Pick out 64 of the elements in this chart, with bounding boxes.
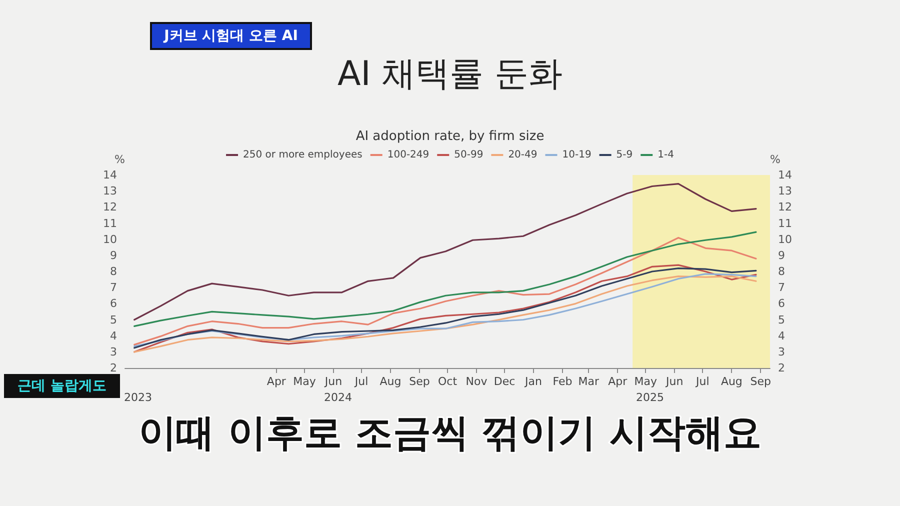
x-tick-label: Aug [720, 375, 742, 388]
x-tick-label: Jul [354, 375, 368, 388]
legend-label: 50-99 [454, 150, 484, 160]
y-tick-label: 13 [103, 184, 117, 198]
x-tick-label: Apr [266, 375, 286, 388]
line-series [134, 183, 757, 321]
legend-label: 20-49 [508, 150, 538, 160]
y2-tick-label: 11 [778, 216, 792, 230]
x-tick-label: Jun [324, 375, 342, 388]
x-tick-label: Mar [578, 375, 600, 388]
y2-tick-label: 6 [778, 297, 785, 310]
legend-label: 100-249 [387, 150, 430, 160]
y2-tick-label: 14 [778, 168, 792, 182]
y-tick-label: 11 [103, 216, 117, 230]
x-tick-label: Jun [665, 375, 684, 388]
x-tick-label: May [293, 375, 316, 388]
x-tick-label: Sep [750, 375, 772, 388]
text: 이때 이후로 조금씩 꺾이기 시작해요 [138, 410, 762, 454]
y-tick-label: 7 [110, 281, 117, 294]
x-tick-label: Jul [695, 375, 710, 388]
x-tick-label: Apr [608, 375, 628, 388]
y-tick-label: 12 [103, 200, 117, 214]
legend-label: 1-4 [658, 150, 674, 160]
y2-tick-label: 13 [778, 184, 792, 198]
line-series [134, 236, 757, 346]
x-tick-label: Dec [494, 375, 516, 388]
y-tick-label: 4 [110, 329, 117, 342]
y2-tick-label: 2 [778, 362, 785, 374]
y2-tick-label: 12 [778, 200, 792, 214]
y2-tick-label: 5 [778, 313, 785, 326]
y-tick-label: 3 [110, 345, 117, 358]
y2-tick-label: 7 [778, 281, 785, 294]
x-tick-label: Sep [409, 375, 430, 388]
x-tick-label: Jan [524, 375, 542, 388]
y-tick-label: 6 [110, 297, 117, 310]
x-tick-label: Nov [466, 375, 488, 388]
x-tick-label: Aug [380, 375, 402, 388]
legend-label: 5-9 [616, 150, 633, 160]
x-tick-label: Feb [552, 375, 572, 388]
chart-title: AI 채택률 둔화 [338, 54, 562, 94]
y-tick-label: 8 [110, 265, 117, 278]
y2-tick-label: 10 [778, 232, 792, 246]
text: 2023 [124, 391, 152, 404]
chart-subtitle: AI adoption rate, by firm size [356, 129, 544, 144]
y-tick-label: 10 [103, 232, 117, 246]
y-axis-title: % [114, 153, 125, 166]
y2-tick-label: 8 [778, 265, 785, 278]
y2-tick-label: 9 [778, 248, 785, 262]
y2-axis-title: % [770, 153, 780, 166]
x-tick-label: Oct [438, 375, 458, 388]
y2-tick-label: 3 [778, 345, 785, 358]
text: 2024 [324, 391, 352, 404]
y-tick-label: 9 [110, 248, 117, 262]
y-tick-label: 2 [110, 362, 117, 374]
text: J커브 시험대 오른 AI [163, 28, 298, 44]
y-tick-label: 5 [110, 313, 117, 326]
legend-label: 10-19 [562, 150, 592, 160]
text: 근데 놀랍게도 [18, 378, 106, 394]
x-tick-label: May [634, 375, 658, 388]
text: 2025 [636, 391, 664, 404]
line-series [134, 231, 757, 327]
legend-label: 250 or more employees [243, 150, 362, 160]
y2-tick-label: 4 [778, 329, 785, 342]
y-tick-label: 14 [103, 168, 117, 182]
